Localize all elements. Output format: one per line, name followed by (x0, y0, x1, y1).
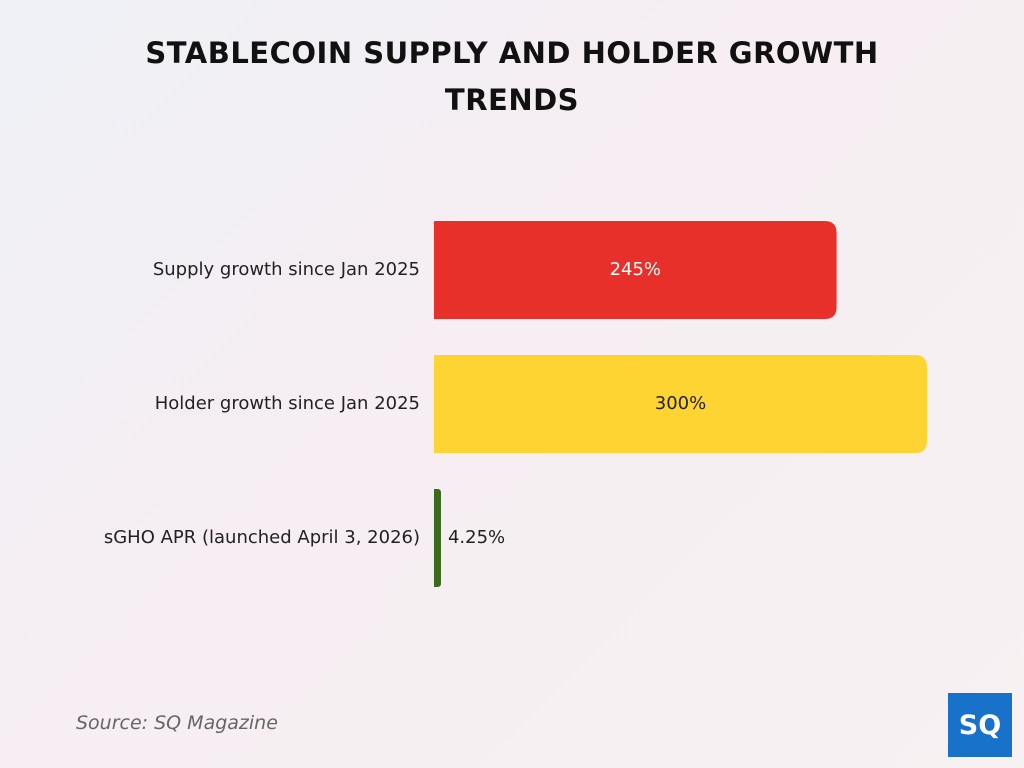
value-label: 4.25% (448, 527, 505, 548)
category-label: sGHO APR (launched April 3, 2026) (104, 527, 420, 548)
logo: SQ (948, 693, 1012, 757)
value-label: 245% (610, 259, 661, 280)
category-label: Supply growth since Jan 2025 (153, 259, 420, 280)
value-label: 300% (655, 393, 706, 414)
chart-title: STABLECOIN SUPPLY AND HOLDER GROWTH TREN… (145, 36, 879, 117)
bar (434, 221, 837, 319)
source-note: Source: SQ Magazine (76, 712, 278, 734)
bar (434, 355, 927, 453)
bar (434, 489, 441, 587)
category-label: Holder growth since Jan 2025 (155, 393, 420, 414)
